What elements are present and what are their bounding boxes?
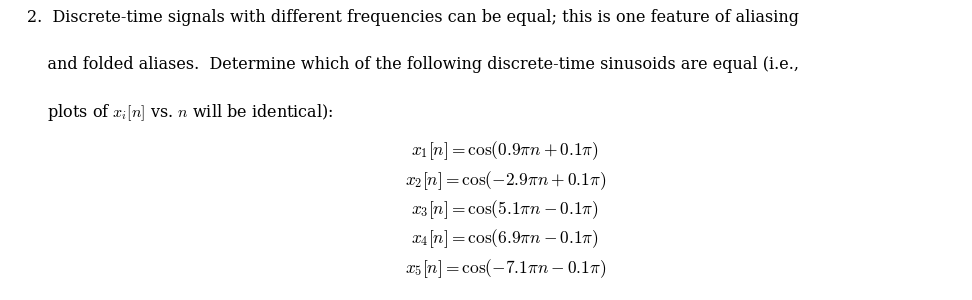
Text: $x_1[n] = \cos(0.9\pi n + 0.1\pi)$: $x_1[n] = \cos(0.9\pi n + 0.1\pi)$ (411, 140, 600, 162)
Text: plots of $x_i[n]$ vs. $n$ will be identical):: plots of $x_i[n]$ vs. $n$ will be identi… (27, 102, 333, 123)
Text: 2.  Discrete-time signals with different frequencies can be equal; this is one f: 2. Discrete-time signals with different … (27, 9, 799, 26)
Text: $x_5[n] = \cos(-7.1\pi n - 0.1\pi)$: $x_5[n] = \cos(-7.1\pi n - 0.1\pi)$ (404, 257, 607, 280)
Text: $x_4[n] = \cos(6.9\pi n - 0.1\pi)$: $x_4[n] = \cos(6.9\pi n - 0.1\pi)$ (411, 228, 600, 250)
Text: and folded aliases.  Determine which of the following discrete-time sinusoids ar: and folded aliases. Determine which of t… (27, 56, 799, 73)
Text: $x_3[n] = \cos(5.1\pi n - 0.1\pi)$: $x_3[n] = \cos(5.1\pi n - 0.1\pi)$ (411, 198, 600, 221)
Text: $x_2[n] = \cos(-2.9\pi n + 0.1\pi)$: $x_2[n] = \cos(-2.9\pi n + 0.1\pi)$ (404, 169, 607, 192)
